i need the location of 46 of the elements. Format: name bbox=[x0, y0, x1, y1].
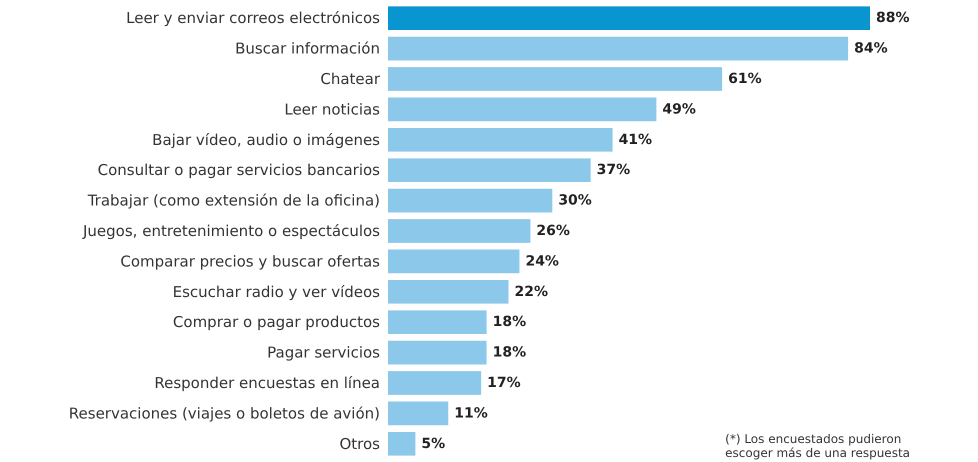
y-tick-label: Reservaciones (viajes o boletos de avión) bbox=[68, 404, 380, 422]
bar bbox=[388, 98, 656, 122]
data-label: 49% bbox=[662, 101, 696, 118]
y-tick-label: Chatear bbox=[320, 70, 381, 88]
y-tick-label: Trabajar (como extensión de la oficina) bbox=[86, 192, 380, 210]
data-label: 18% bbox=[492, 344, 526, 361]
data-label: 37% bbox=[596, 162, 630, 178]
y-tick-label: Escuchar radio y ver vídeos bbox=[172, 282, 380, 301]
y-tick-label: Comprar o pagar productos bbox=[172, 313, 380, 332]
y-tick-label: Juegos, entretenimiento o espectáculos bbox=[82, 222, 380, 240]
annotation: (*) Los encuestados pudieron escoger más de una respuesta bbox=[725, 432, 910, 460]
y-tick-label: Otros bbox=[339, 434, 380, 453]
bar bbox=[388, 432, 416, 456]
y-tick-label: Leer noticias bbox=[284, 100, 380, 118]
data-label: 22% bbox=[514, 284, 548, 300]
y-tick-label: Leer y enviar correos electrónicos bbox=[126, 9, 380, 28]
bar bbox=[388, 128, 613, 152]
y-tick-label: Comparar precios y buscar ofertas bbox=[120, 252, 380, 270]
data-label: 41% bbox=[618, 132, 652, 148]
bar bbox=[388, 250, 520, 274]
data-label: 61% bbox=[728, 71, 762, 87]
bar bbox=[388, 67, 722, 91]
bar bbox=[388, 280, 508, 304]
bar bbox=[388, 188, 552, 212]
data-label: 11% bbox=[454, 405, 488, 422]
bar bbox=[388, 36, 848, 60]
bar bbox=[388, 158, 591, 182]
data-label: 24% bbox=[525, 253, 559, 270]
y-tick-label: Consultar o pagar servicios bancarios bbox=[98, 161, 380, 180]
data-label: 17% bbox=[487, 375, 521, 391]
data-label: 30% bbox=[558, 192, 592, 209]
bar bbox=[388, 371, 482, 395]
bar bbox=[388, 6, 870, 30]
y-tick-label: Responder encuestas en línea bbox=[154, 374, 380, 392]
bar bbox=[388, 310, 487, 334]
data-label: 18% bbox=[492, 314, 526, 330]
data-label: 88% bbox=[876, 10, 910, 26]
y-tick-label: Pagar servicios bbox=[267, 344, 380, 362]
bar bbox=[388, 340, 487, 364]
bar bbox=[388, 219, 530, 243]
data-label: 5% bbox=[421, 436, 446, 452]
y-tick-label: Buscar información bbox=[235, 40, 380, 58]
bar bbox=[388, 402, 448, 426]
y-tick-label: Bajar vídeo, audio o imágenes bbox=[152, 130, 380, 149]
data-label: 84% bbox=[854, 40, 888, 57]
data-label: 26% bbox=[536, 223, 570, 239]
